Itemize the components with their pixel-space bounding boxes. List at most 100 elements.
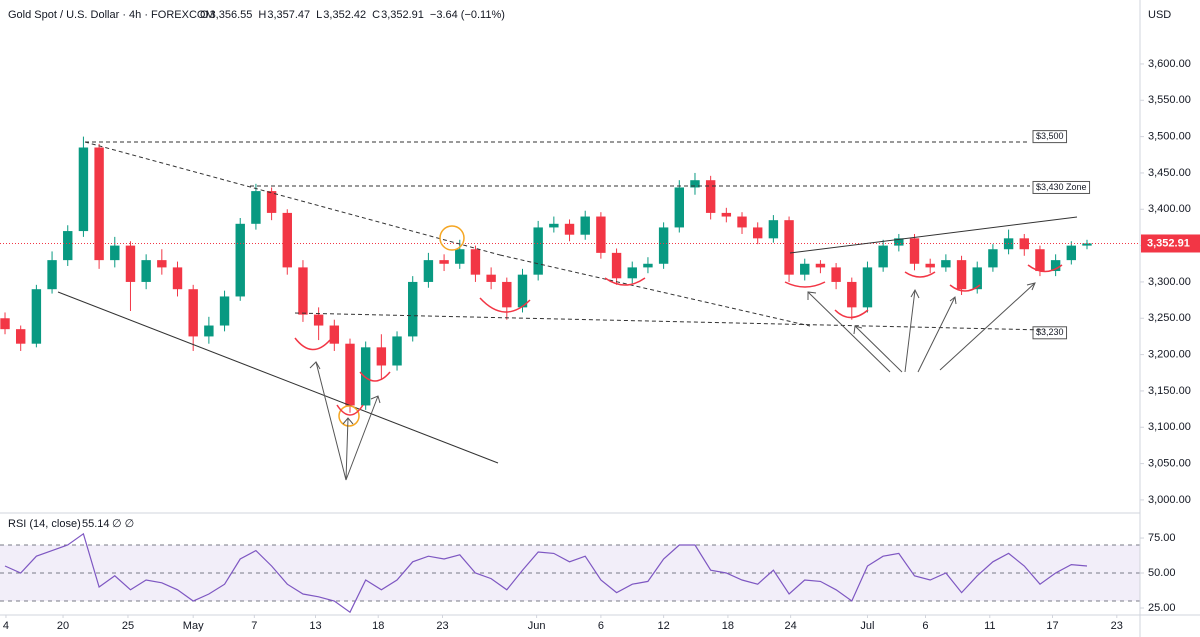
candle-body [408, 281, 418, 337]
y-tick-label: 3,400.00 [1148, 203, 1191, 215]
x-tick-label: May [183, 620, 204, 632]
y-tick-label: 3,050.00 [1148, 457, 1191, 469]
candle-body [831, 267, 841, 282]
candle-body [611, 252, 622, 279]
rsi-title: RSI (14, close) [8, 518, 81, 530]
candle-body [63, 231, 73, 261]
arc [834, 309, 869, 319]
candle-body [988, 249, 998, 268]
arc [479, 297, 531, 313]
candle-body [878, 245, 888, 268]
x-tick-label: 20 [57, 620, 69, 632]
candle-body [376, 347, 387, 366]
candle-body [737, 216, 747, 228]
x-tick-label: 23 [1111, 620, 1123, 632]
annotation-box [1032, 130, 1068, 144]
arc [784, 281, 826, 288]
candle-body [110, 245, 120, 261]
candle-body [47, 260, 57, 290]
candle-body [658, 227, 669, 264]
candle-body [235, 223, 245, 297]
candle-body [1035, 249, 1045, 272]
last-price-label: 3,352.91 [1147, 237, 1190, 249]
x-tick-label: 6 [922, 620, 928, 632]
x-tick-label: 17 [1046, 620, 1058, 632]
candle-body [690, 180, 700, 188]
candle-body [894, 238, 904, 246]
x-tick-label: 25 [122, 620, 134, 632]
arc [1027, 264, 1063, 273]
candle-body [251, 191, 261, 224]
rsi-line [4, 532, 1088, 614]
candle-body [313, 314, 324, 326]
ohlc-key: H [258, 9, 266, 21]
x-tick-label: 4 [3, 620, 9, 632]
level-line [294, 312, 1046, 331]
candle-body [470, 249, 481, 275]
y-tick-label: 3,450.00 [1148, 167, 1191, 179]
y-tick-label: 3,250.00 [1148, 312, 1191, 324]
candle-body [188, 289, 198, 337]
x-tick-label: 11 [984, 620, 995, 632]
candle-body [204, 325, 214, 337]
annotation-label: $3,500 [1036, 131, 1064, 141]
candle-body [1082, 243, 1092, 246]
candle-body [705, 180, 716, 213]
y-tick-label: 3,000.00 [1148, 494, 1191, 506]
y-tick-label: 3,100.00 [1148, 421, 1191, 433]
y-tick-label: 75.00 [1148, 532, 1176, 544]
candle-body [172, 267, 183, 290]
ohlc-key: O [200, 9, 209, 21]
candle-body [1050, 260, 1061, 272]
candle-body [674, 187, 684, 228]
candle-body [94, 147, 104, 261]
candle-body [925, 263, 935, 268]
annotation-box [1032, 180, 1091, 194]
x-tick-label: 23 [436, 620, 448, 632]
trend-line [789, 216, 1078, 254]
highlight-circle [338, 405, 360, 427]
x-tick-label: Jul [860, 620, 874, 632]
rsi-value: 55.14 [82, 518, 110, 530]
arrows [309, 282, 1036, 481]
candle-body [721, 212, 732, 217]
candle-body [596, 216, 606, 253]
candle-body [502, 281, 512, 308]
candle-body [282, 212, 292, 268]
candle-body [800, 263, 810, 275]
annotation-label: $3,230 [1036, 327, 1064, 337]
candle-body [125, 245, 136, 282]
candle-body [549, 223, 559, 228]
y-tick-label: 3,500.00 [1148, 131, 1191, 143]
x-tick-label: Jun [528, 620, 546, 632]
y-tick-label: 3,200.00 [1148, 349, 1191, 361]
candle-body [517, 274, 528, 308]
arcs [294, 264, 1063, 416]
arc [604, 277, 646, 286]
x-tick-label: 6 [598, 620, 604, 632]
rsi-suffix: ∅ ∅ [112, 518, 134, 530]
annotation: $3,230 [1032, 326, 1068, 340]
candle-body [564, 223, 575, 235]
candle-body [862, 267, 873, 308]
candle-body [78, 147, 89, 232]
candle-body [768, 220, 779, 239]
arc [904, 271, 936, 278]
y-tick-label: 25.00 [1148, 602, 1176, 614]
y-tick-label: 3,300.00 [1148, 276, 1191, 288]
x-tick-label: 18 [372, 620, 384, 632]
arrow-head [309, 361, 381, 425]
change: −3.64 (−0.11%) [430, 9, 505, 21]
arrow [807, 282, 1036, 373]
ohlc-value: 3,357.47 [267, 9, 310, 21]
ohlc-value: 3,352.91 [381, 9, 424, 21]
y-tick-label: 3,550.00 [1148, 94, 1191, 106]
x-tick-label: 7 [251, 620, 257, 632]
ohlc-value: 3,356.55 [210, 9, 253, 21]
arc [336, 404, 364, 416]
y-tick-label: 50.00 [1148, 567, 1176, 579]
trend-line [57, 291, 499, 464]
candle-body [15, 329, 26, 344]
